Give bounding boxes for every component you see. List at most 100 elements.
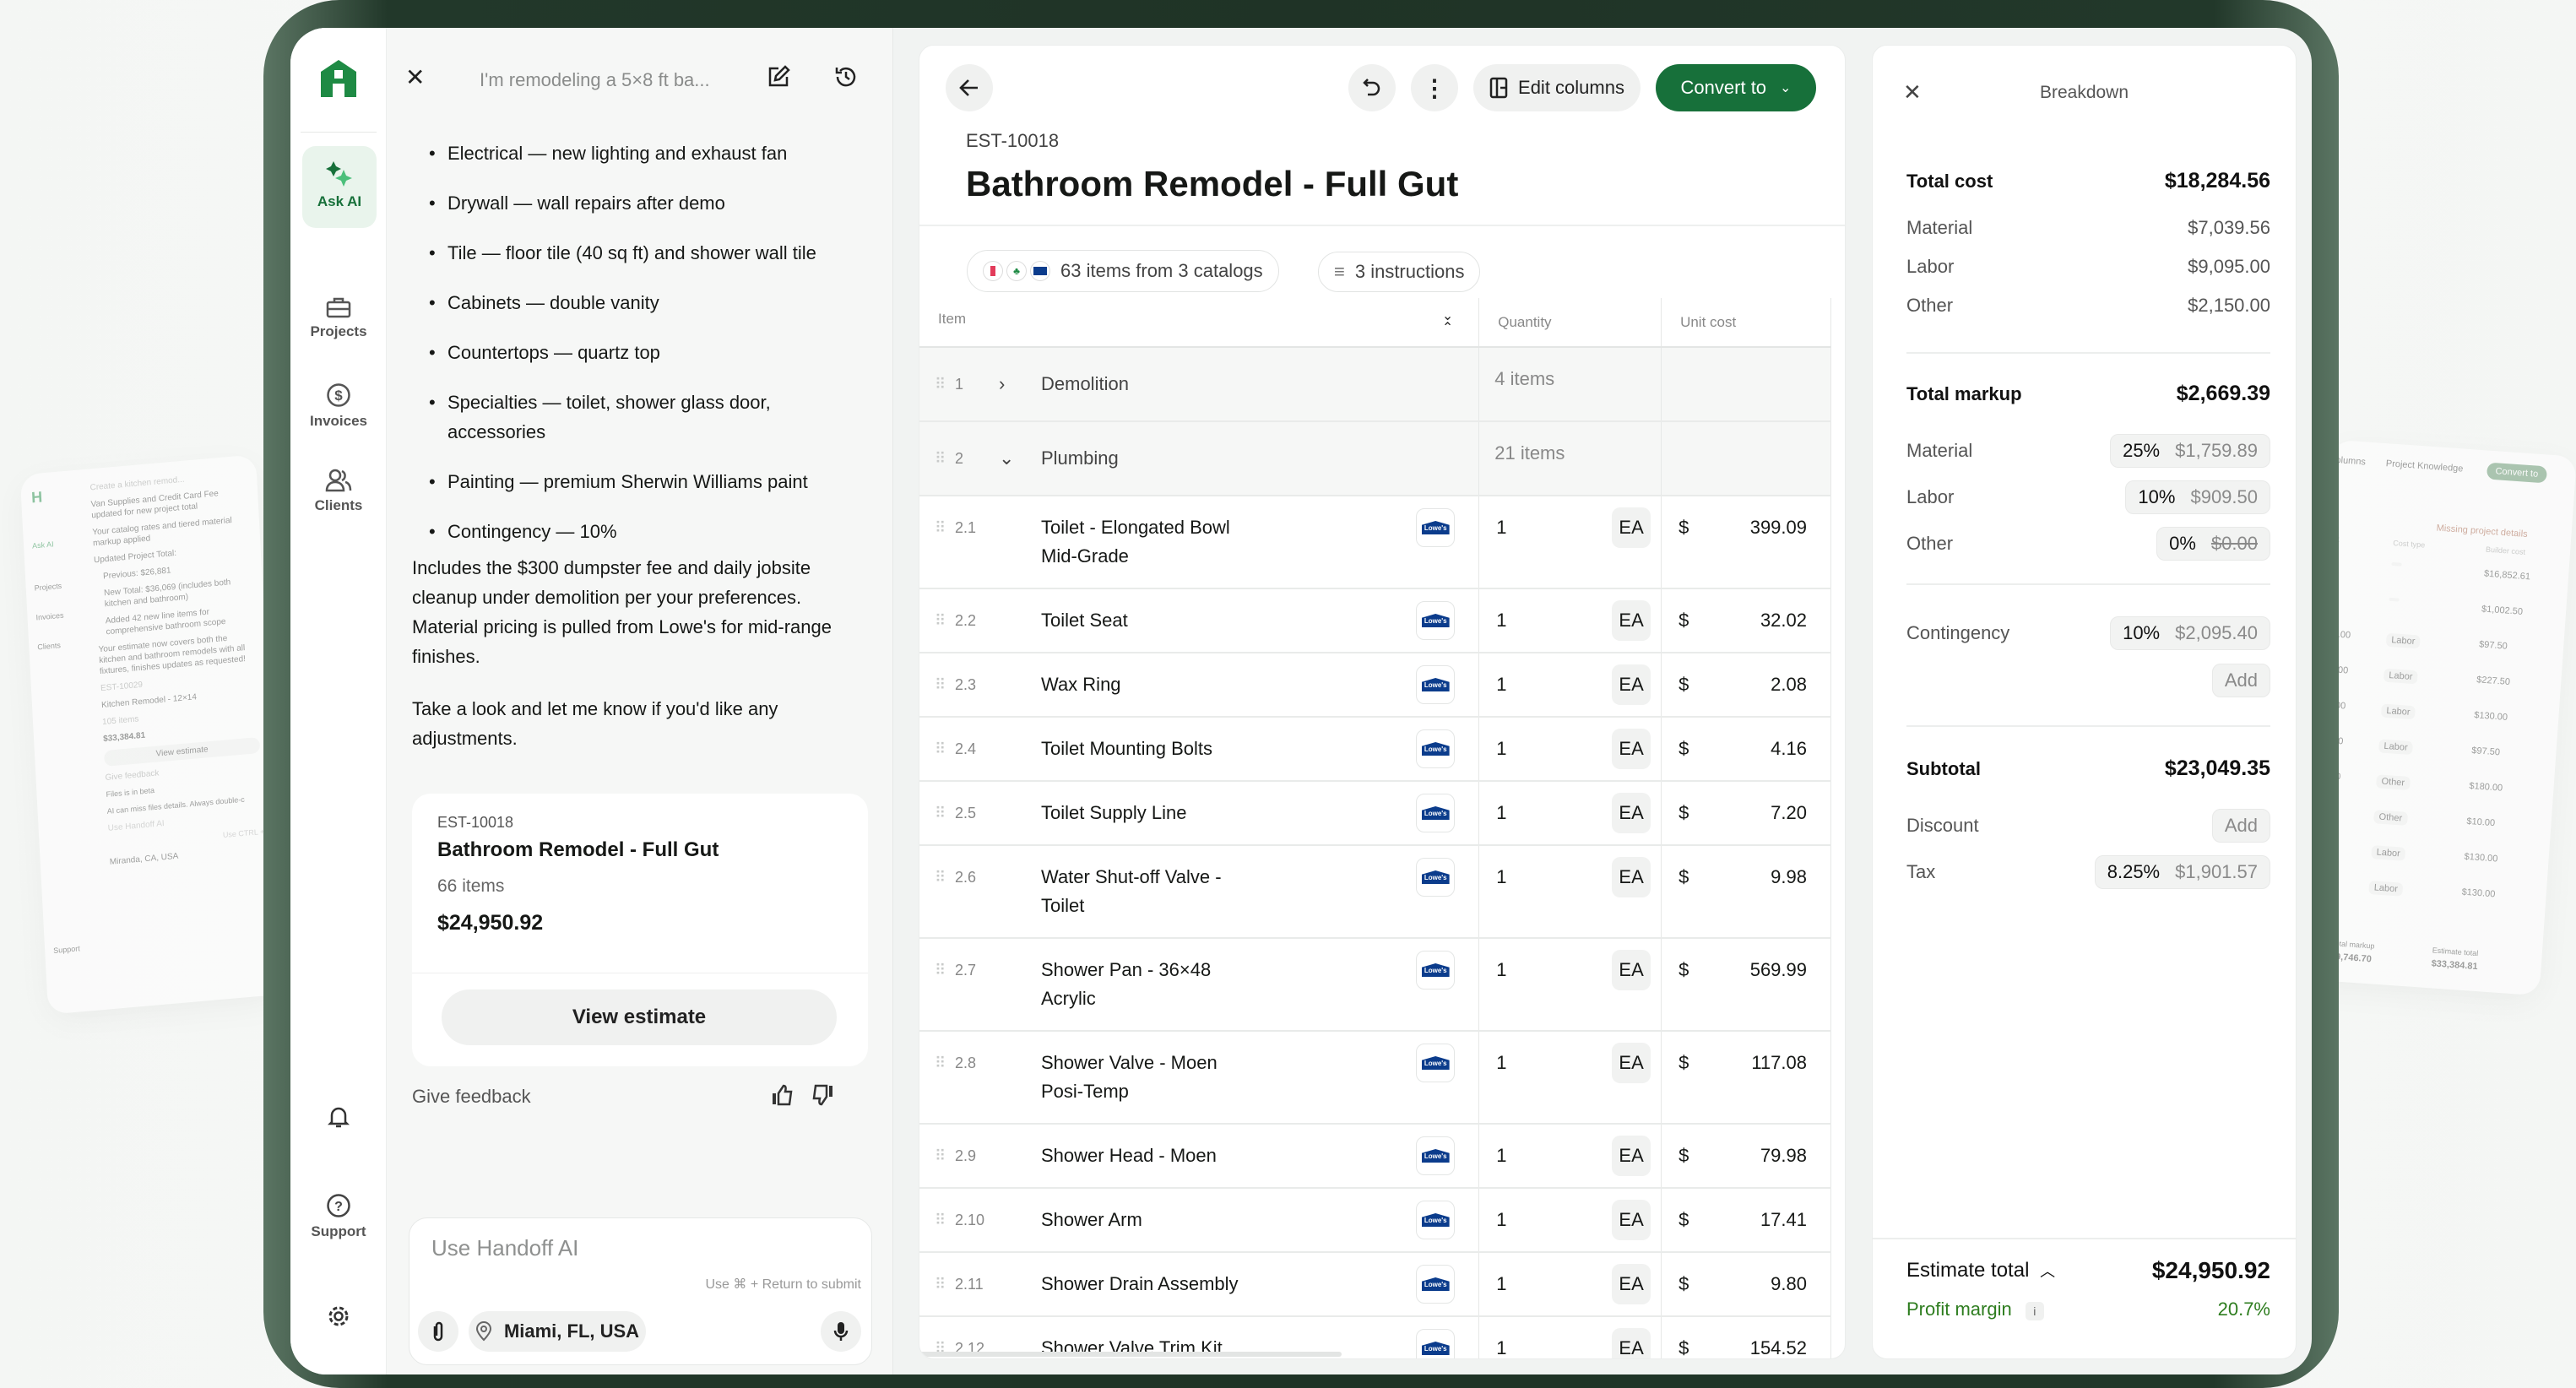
table-row[interactable]: ⠿2.5Toilet Supply LineLowe's1EA$7.20 [919, 781, 1831, 845]
drag-handle-icon[interactable]: ⠿ [935, 956, 946, 984]
unit-cost-value[interactable]: 569.99 [1750, 956, 1807, 984]
quantity-value[interactable]: 1 [1496, 1209, 1506, 1230]
estimate-total-toggle[interactable]: Estimate total ︿ [1906, 1259, 2055, 1282]
contingency-input[interactable]: 10%$2,095.40 [2110, 616, 2270, 650]
unit-cost-value[interactable]: 117.08 [1751, 1049, 1807, 1077]
catalogs-chip[interactable]: ♣ 63 items from 3 catalogs [967, 250, 1279, 292]
quantity-cell[interactable]: 1 EA [1479, 781, 1662, 845]
quantity-cell[interactable]: 1 EA [1479, 1316, 1662, 1359]
quantity-cell[interactable]: 1 EA [1479, 496, 1662, 588]
item-name[interactable]: Toilet Seat [1041, 606, 1396, 635]
unit-selector[interactable]: EA [1612, 1136, 1651, 1176]
more-options-button[interactable]: ⋮ [1411, 64, 1458, 111]
unit-cost-cell[interactable]: $2.08 [1662, 653, 1831, 717]
new-chat-button[interactable] [767, 65, 790, 93]
item-name[interactable]: Shower Head - Moen [1041, 1141, 1396, 1170]
unit-cost-cell[interactable]: $9.80 [1662, 1252, 1831, 1316]
quantity-value[interactable]: 1 [1496, 959, 1506, 980]
table-row[interactable]: ⠿2.7Shower Pan - 36×48 AcrylicLowe's1EA$… [919, 938, 1831, 1031]
item-name[interactable]: Shower Arm [1041, 1206, 1396, 1234]
estimate-card[interactable]: EST-10018 Bathroom Remodel - Full Gut 66… [412, 794, 868, 1066]
unit-cost-cell[interactable]: $9.98 [1662, 845, 1831, 938]
item-name[interactable]: Toilet - Elongated Bowl Mid-Grade [1041, 513, 1396, 571]
column-header-quantity[interactable]: Quantity [1479, 298, 1662, 347]
unit-cost-value[interactable]: 9.98 [1771, 863, 1807, 892]
unit-cost-cell[interactable]: $154.52 [1662, 1316, 1831, 1359]
chevron-right-icon[interactable]: › [999, 370, 1041, 399]
horizontal-scrollbar[interactable] [919, 1352, 1342, 1357]
drag-handle-icon[interactable]: ⠿ [935, 513, 946, 542]
unit-selector[interactable]: EA [1612, 600, 1651, 641]
unit-selector[interactable]: EA [1612, 664, 1651, 705]
attach-button[interactable] [418, 1311, 458, 1352]
edit-columns-button[interactable]: Edit columns [1473, 64, 1641, 111]
unit-cost-cell[interactable]: $569.99 [1662, 938, 1831, 1031]
table-row[interactable]: ⠿2.10Shower ArmLowe's1EA$17.41 [919, 1188, 1831, 1252]
group-row[interactable]: ⠿2⌄Plumbing21 items [919, 421, 1831, 496]
item-name[interactable]: Shower Drain Assembly [1041, 1270, 1396, 1299]
quantity-value[interactable]: 1 [1496, 1052, 1506, 1073]
unit-cost-cell[interactable]: $79.98 [1662, 1124, 1831, 1188]
convert-to-button[interactable]: Convert to ⌄ [1656, 64, 1816, 111]
unit-cost-cell[interactable]: $7.20 [1662, 781, 1831, 845]
microphone-button[interactable] [821, 1311, 861, 1352]
quantity-value[interactable]: 1 [1496, 802, 1506, 823]
unit-cost-value[interactable]: 4.16 [1771, 735, 1807, 763]
table-row[interactable]: ⠿2.8Shower Valve - Moen Posi-TempLowe's1… [919, 1031, 1831, 1124]
unit-selector[interactable]: EA [1612, 1264, 1651, 1304]
drag-handle-icon[interactable]: ⠿ [935, 1049, 946, 1077]
unit-cost-value[interactable]: 17.41 [1760, 1206, 1807, 1234]
drag-handle-icon[interactable]: ⠿ [935, 735, 946, 763]
thumbs-up-button[interactable] [771, 1084, 794, 1110]
drag-handle-icon[interactable]: ⠿ [935, 606, 946, 635]
unit-selector[interactable]: EA [1612, 507, 1651, 548]
markup-input[interactable]: 0%$0.00 [2156, 527, 2270, 561]
column-header-unit-cost[interactable]: Unit cost [1662, 298, 1831, 347]
sidebar-item-ask-ai[interactable]: Ask AI [302, 146, 377, 228]
quantity-value[interactable]: 1 [1496, 517, 1506, 538]
drag-handle-icon[interactable]: ⠿ [935, 1141, 946, 1170]
quantity-value[interactable]: 1 [1496, 1273, 1506, 1294]
unit-selector[interactable]: EA [1612, 1328, 1651, 1359]
quantity-value[interactable]: 1 [1496, 1337, 1506, 1358]
notifications-button[interactable] [290, 1105, 387, 1134]
add-contingency-button[interactable]: Add [2212, 664, 2270, 697]
quantity-value[interactable]: 1 [1496, 610, 1506, 631]
info-icon[interactable]: i [2026, 1302, 2044, 1320]
undo-button[interactable] [1348, 64, 1396, 111]
item-name[interactable]: Water Shut-off Valve - Toilet [1041, 863, 1396, 920]
quantity-value[interactable]: 1 [1496, 866, 1506, 887]
sort-icon[interactable]: ⌄⌃ [1442, 311, 1453, 334]
drag-handle-icon[interactable]: ⠿ [935, 670, 946, 699]
item-name[interactable]: Shower Valve - Moen Posi-Temp [1041, 1049, 1396, 1106]
quantity-cell[interactable]: 1EA [1479, 1188, 1662, 1252]
unit-selector[interactable]: EA [1612, 793, 1651, 833]
quantity-cell[interactable]: 1 EA [1479, 588, 1662, 653]
unit-cost-value[interactable]: 9.80 [1771, 1270, 1807, 1299]
quantity-value[interactable]: 1 [1496, 674, 1506, 695]
instructions-chip[interactable]: ≡ 3 instructions [1318, 252, 1480, 292]
drag-handle-icon[interactable]: ⠿ [935, 1206, 946, 1234]
quantity-cell[interactable]: 1EA [1479, 1124, 1662, 1188]
quantity-cell[interactable]: 1 EA [1479, 1031, 1662, 1124]
markup-input[interactable]: 25%$1,759.89 [2110, 434, 2270, 468]
quantity-cell[interactable]: 1 EA [1479, 938, 1662, 1031]
unit-cost-cell[interactable]: $399.09 [1662, 496, 1831, 588]
unit-selector[interactable]: EA [1612, 729, 1651, 769]
unit-cost-value[interactable]: 79.98 [1760, 1141, 1807, 1170]
sidebar-item-support[interactable]: ? Support [290, 1193, 387, 1240]
unit-cost-cell[interactable]: $117.08 [1662, 1031, 1831, 1124]
unit-selector[interactable]: EA [1612, 950, 1651, 990]
item-name[interactable]: Toilet Supply Line [1041, 799, 1396, 827]
sidebar-item-projects[interactable]: Projects [290, 296, 387, 340]
sidebar-item-clients[interactable]: Clients [290, 469, 387, 514]
item-name[interactable]: Toilet Mounting Bolts [1041, 735, 1396, 763]
settings-button[interactable] [290, 1304, 387, 1333]
unit-selector[interactable]: EA [1612, 1043, 1651, 1083]
group-row[interactable]: ⠿1›Demolition4 items [919, 347, 1831, 421]
drag-handle-icon[interactable]: ⠿ [935, 863, 946, 892]
unit-selector[interactable]: EA [1612, 857, 1651, 897]
table-row[interactable]: ⠿2.2Toilet SeatLowe's1EA$32.02 [919, 588, 1831, 653]
sidebar-item-invoices[interactable]: $ Invoices [290, 382, 387, 430]
table-row[interactable]: ⠿2.9Shower Head - MoenLowe's1EA$79.98 [919, 1124, 1831, 1188]
